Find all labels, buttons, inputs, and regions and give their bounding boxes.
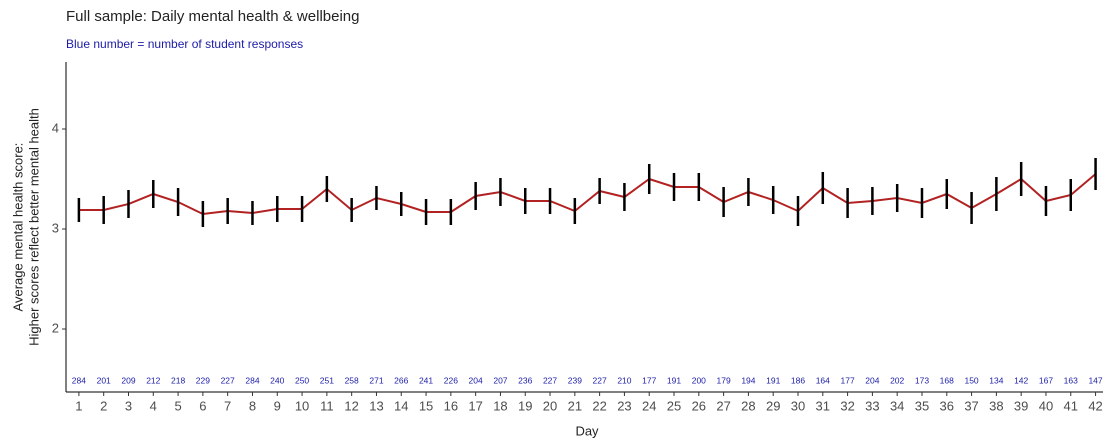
count-label: 173: [915, 375, 929, 385]
count-label: 209: [121, 375, 135, 385]
count-label: 218: [171, 375, 185, 385]
count-label: 177: [840, 375, 854, 385]
x-tick-label: 10: [295, 398, 309, 413]
count-label: 204: [865, 375, 879, 385]
x-tick-label: 37: [964, 398, 978, 413]
count-label: 186: [791, 375, 805, 385]
x-tick-label: 13: [369, 398, 383, 413]
count-label: 229: [196, 375, 210, 385]
count-label: 250: [295, 375, 309, 385]
x-tick-label: 34: [890, 398, 904, 413]
x-tick-label: 25: [667, 398, 681, 413]
count-label: 200: [692, 375, 706, 385]
count-label: 147: [1088, 375, 1102, 385]
line: [78, 173, 1097, 216]
x-tick-label: 39: [1014, 398, 1028, 413]
x-tick-label: 33: [865, 398, 879, 413]
count-label: 226: [444, 375, 458, 385]
chart-subtitle: Blue number = number of student response…: [66, 37, 303, 51]
x-tick-label: 12: [344, 398, 358, 413]
count-label: 194: [741, 375, 755, 385]
x-tick-label: 41: [1064, 398, 1078, 413]
x-tick-label: 38: [989, 398, 1003, 413]
x-axis-label: Day: [575, 423, 599, 438]
count-label: 240: [270, 375, 284, 385]
y-tick-label: 2: [52, 320, 59, 335]
count-label: 167: [1039, 375, 1053, 385]
x-tick-label: 29: [766, 398, 780, 413]
count-label: 201: [97, 375, 111, 385]
x-tick-label: 18: [493, 398, 507, 413]
count-label: 142: [1014, 375, 1028, 385]
count-label: 227: [593, 375, 607, 385]
x-tick-label: 30: [791, 398, 805, 413]
x-tick-label: 22: [592, 398, 606, 413]
chart-title: Full sample: Daily mental health & wellb…: [66, 8, 359, 25]
x-tick-label: 21: [568, 398, 582, 413]
x-tick-label: 31: [816, 398, 830, 413]
x-tick-label: 35: [915, 398, 929, 413]
x-tick-label: 9: [274, 398, 281, 413]
x-tick-label: 8: [249, 398, 256, 413]
x-tick-label: 40: [1039, 398, 1053, 413]
count-label: 239: [568, 375, 582, 385]
count-label: 164: [816, 375, 830, 385]
x-tick-label: 4: [150, 398, 157, 413]
count-label: 258: [345, 375, 359, 385]
x-tick-label: 11: [320, 398, 334, 413]
count-label: 177: [642, 375, 656, 385]
y-tick-label: 3: [52, 220, 59, 235]
x-tick-label: 1: [75, 398, 82, 413]
x-tick-label: 19: [518, 398, 532, 413]
x-tick-label: 36: [940, 398, 954, 413]
count-label: 284: [245, 375, 259, 385]
x-tick-label: 15: [419, 398, 433, 413]
count-label: 266: [394, 375, 408, 385]
x-tick-label: 14: [394, 398, 408, 413]
y-axis-label: Average mental health score:: [10, 143, 25, 312]
count-label: 251: [320, 375, 334, 385]
count-label: 271: [369, 375, 383, 385]
count-label: 163: [1064, 375, 1078, 385]
count-label: 134: [989, 375, 1003, 385]
count-label: 168: [940, 375, 954, 385]
x-tick-label: 24: [642, 398, 656, 413]
count-label: 227: [221, 375, 235, 385]
count-label: 227: [543, 375, 557, 385]
x-tick-label: 20: [543, 398, 557, 413]
count-label: 150: [964, 375, 978, 385]
count-label: 204: [469, 375, 483, 385]
count-label: 179: [717, 375, 731, 385]
x-tick-label: 27: [716, 398, 730, 413]
count-label: 212: [146, 375, 160, 385]
x-tick-label: 3: [125, 398, 132, 413]
x-tick-label: 17: [468, 398, 482, 413]
x-tick-label: 26: [692, 398, 706, 413]
count-label: 241: [419, 375, 433, 385]
count-label: 202: [890, 375, 904, 385]
count-label: 210: [617, 375, 631, 385]
x-tick-label: 16: [444, 398, 458, 413]
count-label: 191: [766, 375, 780, 385]
x-tick-label: 5: [174, 398, 181, 413]
y-tick-label: 4: [52, 120, 59, 135]
count-label: 236: [518, 375, 532, 385]
x-tick-label: 28: [741, 398, 755, 413]
count-label: 191: [667, 375, 681, 385]
x-tick-label: 42: [1088, 398, 1102, 413]
x-tick-label: 6: [199, 398, 206, 413]
x-tick-label: 23: [617, 398, 631, 413]
count-label: 207: [493, 375, 507, 385]
count-label: 284: [72, 375, 86, 385]
y-axis-label: Higher scores reflect better mental heal…: [26, 108, 41, 346]
x-tick-label: 7: [224, 398, 231, 413]
x-tick-label: 2: [100, 398, 107, 413]
x-tick-label: 32: [840, 398, 854, 413]
